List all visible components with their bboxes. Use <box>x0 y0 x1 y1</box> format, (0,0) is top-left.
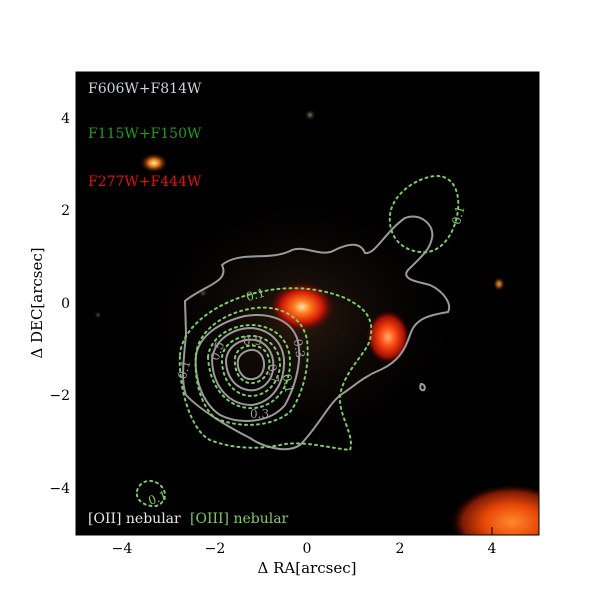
contour-label: 0.3 <box>290 338 307 359</box>
oiii-contours <box>135 174 460 508</box>
central-galaxy <box>268 281 336 333</box>
oiii-contour-3 <box>206 323 292 410</box>
y-tick-label: −4 <box>49 481 70 497</box>
oii-contour-3 <box>210 326 286 407</box>
y-tick-label: 2 <box>61 203 70 219</box>
contour-label: 0.5 <box>208 340 228 363</box>
contour-label: 0.1 <box>279 373 296 394</box>
y-tick-label: 4 <box>61 111 70 127</box>
contour-label: 0.1 <box>146 488 169 508</box>
contour-label: 0.1 <box>175 359 193 381</box>
oii-contour-5 <box>236 349 266 381</box>
oiii-contour-outer <box>178 287 373 452</box>
right-point-source <box>493 277 505 291</box>
axis-ticks <box>76 72 539 535</box>
contour-label: 0.3 <box>250 407 269 421</box>
oii-contour-small <box>419 382 426 392</box>
x-axis-title: Δ RA[arcsec] <box>258 559 357 577</box>
oiii-contour-bottom-left <box>135 479 166 508</box>
companion-source <box>366 310 410 364</box>
legend-oiii-nebular: [OIII] nebular <box>190 511 289 527</box>
filter-label-f277w-f444w: F277W+F444W <box>88 174 202 190</box>
x-tick-labels: −4 −2 0 2 4 <box>112 541 497 557</box>
corner-galaxy <box>450 484 539 535</box>
oiii-contour-upper-right <box>388 174 460 254</box>
image-panel: 0.1 0.1 0.1 0.1 0.3 0.5 0.9 0.7 0.3 0.1 … <box>76 72 539 535</box>
x-tick-label: 4 <box>488 541 497 557</box>
x-tick-label: 0 <box>303 541 312 557</box>
oiii-contour-2 <box>194 306 309 426</box>
y-tick-label: 0 <box>61 296 70 312</box>
oii-contours <box>182 215 450 451</box>
oii-contour-2 <box>194 314 301 422</box>
y-tick-label: −2 <box>49 388 70 404</box>
x-tick-label: 2 <box>396 541 405 557</box>
filter-label-f606w-f814w: F606W+F814W <box>88 81 202 97</box>
x-tick-label: −4 <box>112 541 133 557</box>
upper-left-source <box>140 153 168 173</box>
legend-oii-nebular: [OII] nebular <box>88 511 181 527</box>
faint-source-edge <box>94 311 102 319</box>
contour-label: 0.1 <box>449 204 467 226</box>
contour-label: 0.7 <box>264 363 281 384</box>
x-tick-label: −2 <box>205 541 226 557</box>
y-tick-labels: 4 2 0 −2 −4 <box>49 111 70 497</box>
y-axis-title: Δ DEC[arcsec] <box>28 247 46 358</box>
faint-source-top <box>304 109 316 121</box>
contour-label: 0.1 <box>244 286 266 304</box>
filter-label-f115w-f150w: F115W+F150W <box>88 126 202 142</box>
oiii-contour-4 <box>220 334 282 398</box>
oii-contour-outer <box>182 215 450 451</box>
contour-labels: 0.1 0.1 0.1 0.1 0.3 0.5 0.9 0.7 0.3 0.1 <box>146 204 467 508</box>
oiii-contour-5 <box>233 344 271 385</box>
contour-label: 0.9 <box>243 334 262 348</box>
oii-contour-4 <box>224 338 275 392</box>
